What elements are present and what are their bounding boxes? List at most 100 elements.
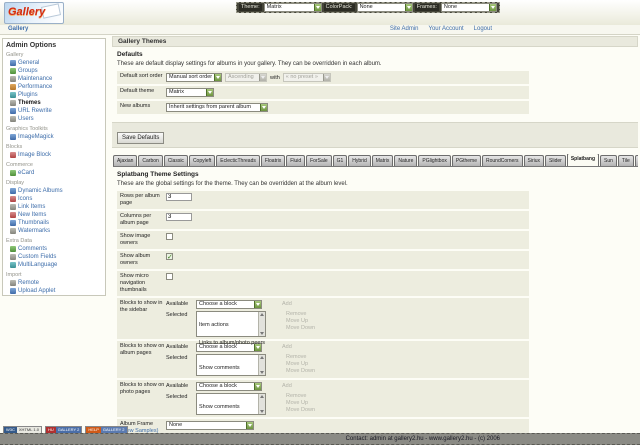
tab-copyleft[interactable]: Copyleft: [188, 155, 216, 166]
account-links: Site Admin Your Account Logout: [390, 25, 492, 34]
show-album-owners-checkbox[interactable]: [166, 253, 173, 261]
tab-splatbang[interactable]: Splatbang: [566, 154, 599, 166]
rows-per-page-input[interactable]: [166, 193, 192, 201]
view-samples-link[interactable]: (View Samples): [120, 428, 159, 434]
your-account-link[interactable]: Your Account: [428, 26, 464, 32]
photo-add-button[interactable]: Add: [282, 383, 292, 389]
sidebar-add-button[interactable]: Add: [282, 301, 292, 307]
show-micro-nav-checkbox[interactable]: [166, 273, 173, 280]
list-item[interactable]: Show comments: [199, 404, 240, 410]
theme-select[interactable]: Matrix: [263, 3, 322, 12]
tab-tile[interactable]: Tile: [617, 155, 634, 166]
sidebar-available-select[interactable]: Choose a block: [196, 300, 262, 309]
sidebar-item-dynamic-albums[interactable]: Dynamic Albums: [6, 187, 105, 195]
tab-pglightbox[interactable]: PGlightbox: [418, 155, 451, 166]
sidebar-selected-listbox[interactable]: Item actions Links to album/photo peers …: [196, 311, 266, 364]
sidebar-move-up-button[interactable]: Move Up: [286, 318, 309, 324]
list-item[interactable]: Item actions: [199, 322, 229, 328]
sidebar-item-themes[interactable]: Themes: [6, 99, 105, 107]
columns-per-page-input[interactable]: [166, 213, 192, 221]
sidebar-item-web-server[interactable]: Web/Server: [6, 295, 105, 296]
sidebar-item-url-rewrite[interactable]: URL Rewrite: [6, 107, 105, 115]
tab-hybrid[interactable]: Hybrid: [348, 155, 371, 166]
sidebar-item-ecard[interactable]: eCard: [6, 169, 105, 177]
tab-roundcorners[interactable]: RoundCorners: [481, 155, 523, 166]
tab-slider[interactable]: Slider: [545, 155, 566, 166]
sidebar-item-custom-fields[interactable]: Custom Fields: [6, 253, 105, 261]
new-albums-select[interactable]: Inherit settings from parent album: [166, 103, 268, 112]
list-item[interactable]: Show comments: [199, 365, 240, 371]
tab-forsale[interactable]: ForSale: [306, 155, 332, 166]
album-frame-select[interactable]: None: [166, 421, 254, 430]
sort-preset-select[interactable]: « no preset »: [282, 73, 331, 82]
scrollbar[interactable]: [258, 394, 265, 414]
list-item[interactable]: Links to album/photo peers: [199, 340, 266, 346]
album-add-button[interactable]: Add: [282, 344, 292, 350]
album-move-up-button[interactable]: Move Up: [286, 361, 309, 367]
tab-g1[interactable]: G1: [332, 155, 348, 166]
dynamic-albums-icon: [10, 188, 16, 194]
sort-direction-select[interactable]: Ascending: [225, 73, 267, 82]
logout-link[interactable]: Logout: [473, 26, 492, 32]
sidebar-item-icons[interactable]: Icons: [6, 195, 105, 203]
tab-floatrix[interactable]: Floatrix: [260, 155, 286, 166]
album-remove-button[interactable]: Remove: [286, 354, 307, 360]
tab-wordpressembedded[interactable]: WordpressEmbedded: [634, 155, 638, 166]
sidebar-item-groups[interactable]: Groups: [6, 67, 105, 75]
thumbnails-icon: [10, 220, 16, 226]
sidebar-item-plugins[interactable]: Plugins: [6, 91, 105, 99]
photo-selected-listbox[interactable]: Show comments: [196, 393, 266, 415]
dropdown-arrow-icon: [322, 74, 330, 81]
tab-ajaxian[interactable]: Ajaxian: [113, 155, 138, 166]
default-theme-select[interactable]: Matrix: [166, 88, 214, 97]
sidebar-item-link-items[interactable]: Link Items: [6, 203, 105, 211]
default-sort-order-select[interactable]: Manual sort order: [166, 73, 222, 82]
photo-remove-button[interactable]: Remove: [286, 393, 307, 399]
sidebar-item-image-block[interactable]: Image Block: [6, 151, 105, 159]
columns-per-page-row: Columns per album page: [117, 211, 529, 229]
album-move-down-button[interactable]: Move Down: [286, 368, 316, 374]
scrollbar[interactable]: [258, 312, 265, 336]
sidebar-item-imagemagick[interactable]: ImageMagick: [6, 133, 105, 141]
show-image-owners-checkbox[interactable]: [166, 233, 173, 240]
sidebar-item-upload-applet[interactable]: Upload Applet: [6, 287, 105, 295]
tab-carbon[interactable]: Carbon: [138, 155, 163, 166]
album-available-select[interactable]: Choose a block: [196, 343, 262, 352]
sidebar-item-performance[interactable]: Performance: [6, 83, 105, 91]
sidebar-item-general[interactable]: General: [6, 59, 105, 67]
blocks-album-label: Blocks to show on album pages: [120, 343, 165, 356]
tab-nature[interactable]: Nature: [394, 155, 418, 166]
photo-available-select[interactable]: Choose a block: [196, 382, 262, 391]
tab-classic[interactable]: Classic: [163, 155, 188, 166]
site-admin-link[interactable]: Site Admin: [389, 26, 419, 32]
selected-label: Selected: [166, 394, 188, 400]
sidebar-item-comments[interactable]: Comments: [6, 245, 105, 253]
colorpack-select[interactable]: None: [356, 3, 413, 12]
breadcrumb[interactable]: Gallery: [8, 26, 29, 32]
frames-select[interactable]: None: [440, 3, 498, 12]
blocks-photo-row: Blocks to show on photo pages Available …: [117, 380, 529, 417]
sidebar-item-maintenance[interactable]: Maintenance: [6, 75, 105, 83]
sidebar-item-watermarks[interactable]: Watermarks: [6, 227, 105, 235]
save-defaults-button[interactable]: Save Defaults: [117, 132, 165, 144]
tab-sun[interactable]: Sun: [600, 155, 617, 166]
photo-move-up-button[interactable]: Move Up: [286, 400, 309, 406]
sidebar-item-remote[interactable]: Remote: [6, 279, 105, 287]
sidebar-item-thumbnails[interactable]: Thumbnails: [6, 219, 105, 227]
tab-pgtheme[interactable]: PGtheme: [451, 155, 481, 166]
scrollbar[interactable]: [258, 355, 265, 375]
tab-fluid[interactable]: Fluid: [286, 155, 306, 166]
sidebar-move-down-button[interactable]: Move Down: [286, 325, 316, 331]
album-selected-listbox[interactable]: Show comments: [196, 354, 266, 376]
sidebar-item-users[interactable]: Users: [6, 115, 105, 123]
gallery-logo[interactable]: Gallery: [4, 2, 64, 24]
tab-siriux[interactable]: Siriux: [523, 155, 545, 166]
tab-matrix[interactable]: Matrix: [371, 155, 394, 166]
sidebar-remove-button[interactable]: Remove: [286, 311, 307, 317]
sidebar-item-new-items[interactable]: New Items: [6, 211, 105, 219]
dropdown-arrow-icon: [254, 344, 261, 351]
sidebar-item-multilanguage[interactable]: MultiLanguage: [6, 261, 105, 269]
tab-eclecticthreads[interactable]: EclecticThreads: [216, 155, 260, 166]
photo-move-down-button[interactable]: Move Down: [286, 407, 316, 413]
